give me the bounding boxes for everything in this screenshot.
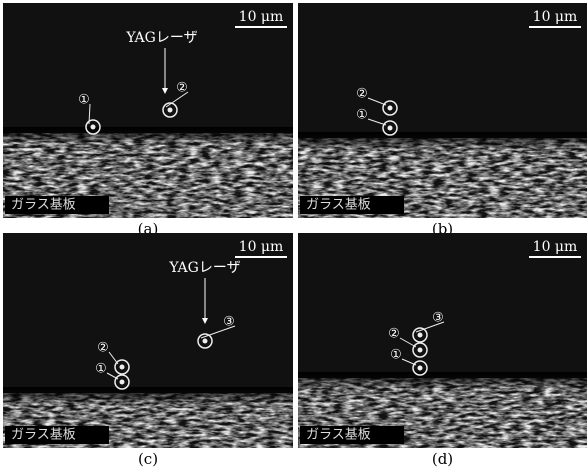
substrate-label: ガラス基板	[11, 198, 76, 213]
substrate-label: ガラス基板	[11, 428, 76, 443]
bead-marker-label: ①	[95, 362, 107, 377]
bead-marker-label: ②	[356, 87, 368, 102]
micrograph-panel: 10 μm ガラス基板 ③ ② ① (d)	[298, 233, 587, 468]
bead-core	[91, 125, 96, 130]
substrate-edge	[298, 132, 587, 150]
bead-marker-label: ①	[78, 93, 90, 108]
bead-marker-label: ③	[223, 315, 235, 330]
substrate-label: ガラス基板	[306, 428, 371, 443]
bead-marker-label: ③	[432, 311, 444, 326]
scale-label: 10 μm	[533, 9, 578, 25]
bead-core	[418, 333, 423, 338]
bead-marker-label: ②	[97, 341, 109, 356]
bead-core	[388, 106, 393, 111]
laser-label: YAGレーザ	[168, 260, 240, 276]
panel-caption: (d)	[432, 450, 453, 468]
substrate-edge	[3, 127, 293, 145]
substrate-edge	[3, 387, 293, 405]
scale-label: 10 μm	[239, 9, 284, 25]
bead-core	[418, 366, 423, 371]
figure: 10 μmガラス基板YAGレーザ①②(a)10 μmガラス基板②①(b)10 μ…	[0, 0, 588, 473]
substrate-label: ガラス基板	[306, 198, 371, 213]
bead-core	[418, 348, 423, 353]
bead-core	[168, 108, 173, 113]
bead-marker-label: ①	[356, 108, 368, 123]
scale-label: 10 μm	[239, 239, 284, 255]
scale-label: 10 μm	[533, 239, 578, 255]
panel-caption: (c)	[138, 450, 158, 468]
bead-core	[120, 365, 125, 370]
bead-core	[120, 380, 125, 385]
bead-marker-label: ②	[388, 327, 400, 342]
laser-label: YAGレーザ	[125, 30, 197, 46]
bead-marker-label: ②	[176, 81, 188, 96]
substrate-edge	[298, 372, 587, 390]
bead-core	[388, 126, 393, 131]
bead-marker-label: ①	[390, 348, 402, 363]
micrograph-panel: 10 μm ガラス基板 YAGレーザ ③ ② ① (c)	[3, 233, 293, 468]
bead-core	[203, 339, 208, 344]
